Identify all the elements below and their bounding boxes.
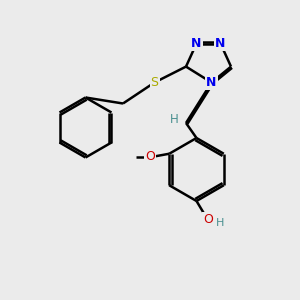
Text: O: O bbox=[146, 150, 155, 163]
Text: N: N bbox=[191, 37, 202, 50]
Text: N: N bbox=[215, 37, 226, 50]
Text: N: N bbox=[206, 76, 217, 89]
Text: H: H bbox=[170, 113, 179, 126]
Text: H: H bbox=[216, 218, 225, 228]
Text: O: O bbox=[203, 213, 213, 226]
Text: S: S bbox=[151, 76, 158, 89]
